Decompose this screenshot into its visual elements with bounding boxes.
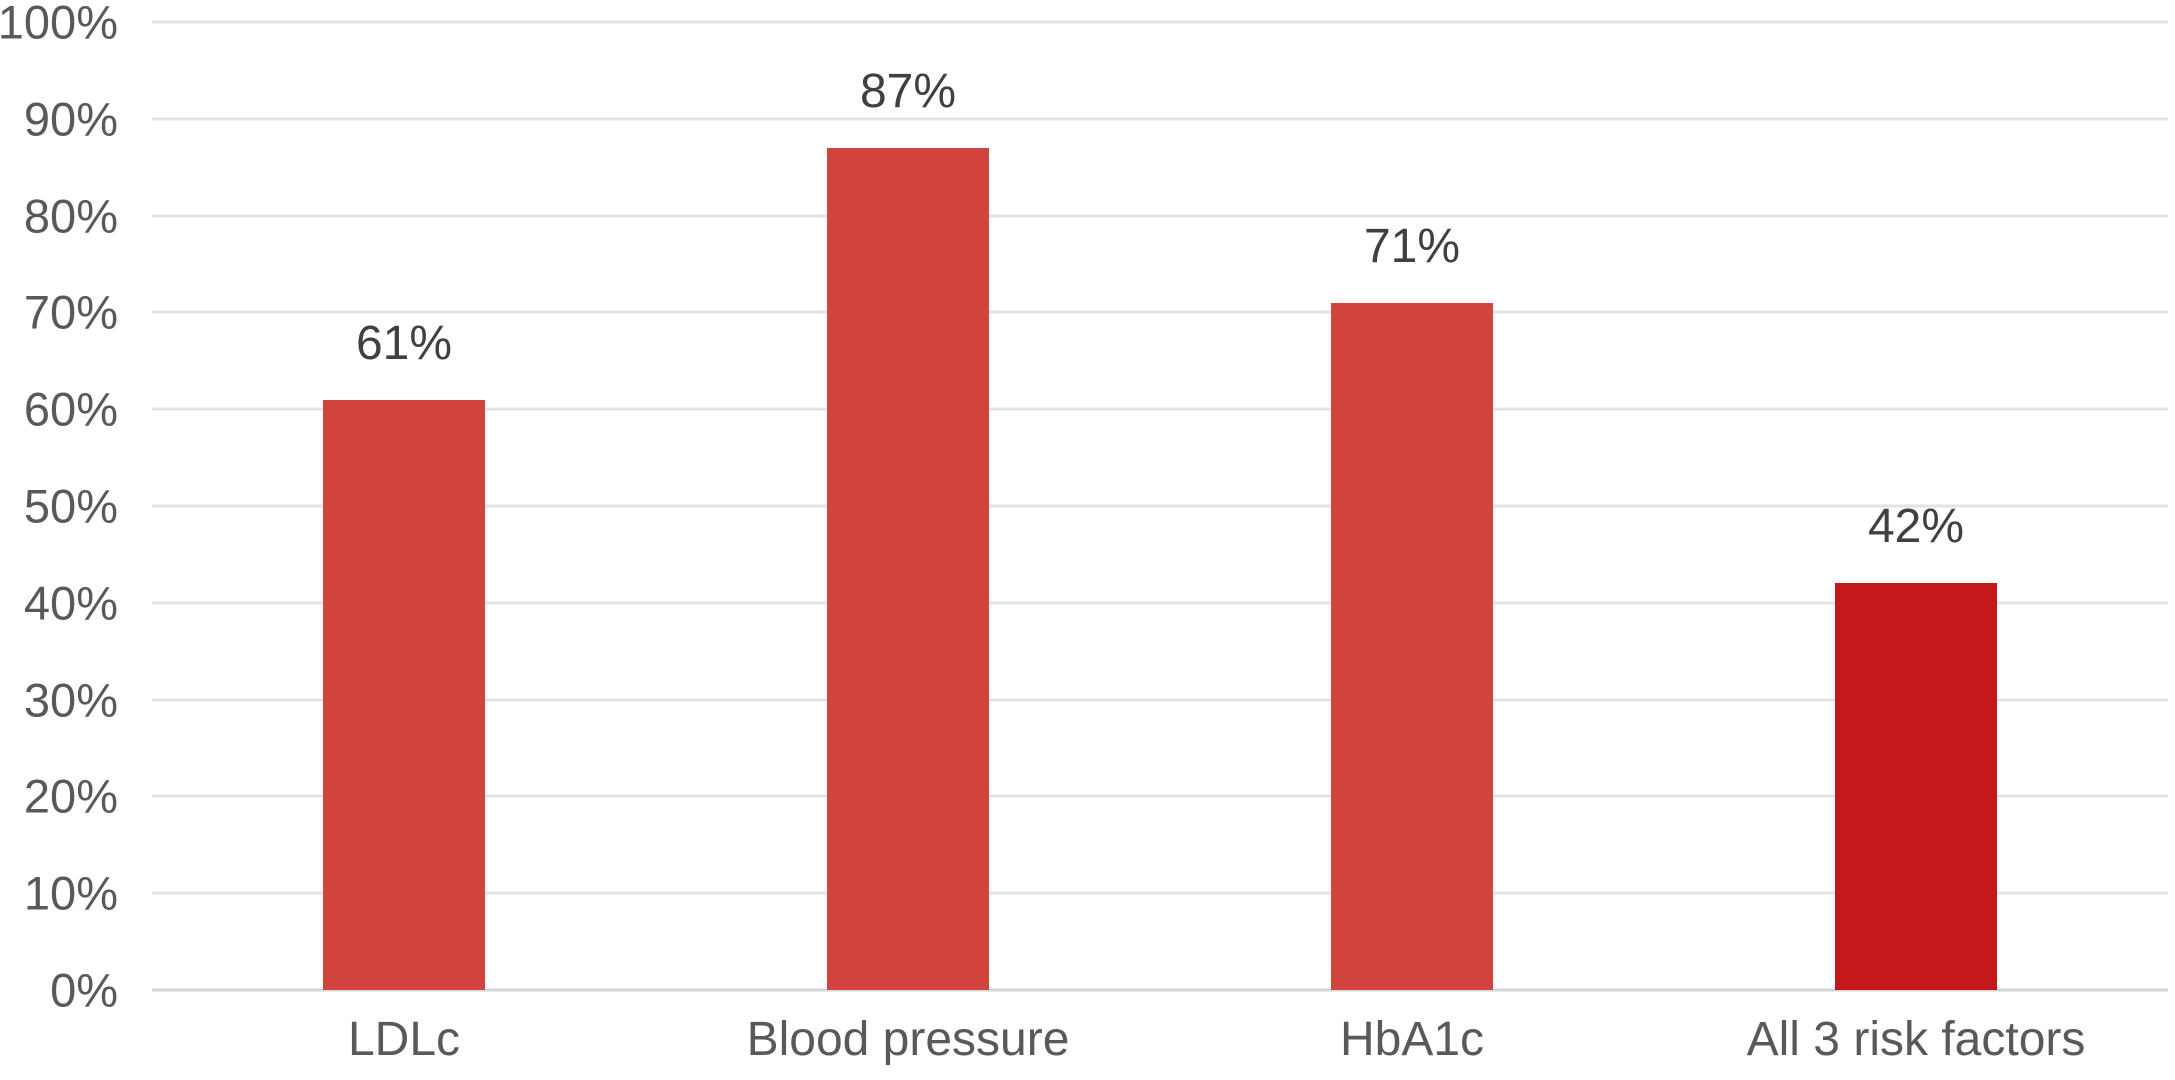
bar-value-label: 71%	[1363, 219, 1461, 273]
bar-value-label: 42%	[1867, 500, 1965, 554]
bar-slot: 61%	[152, 22, 656, 990]
gridline	[152, 698, 2168, 702]
bar-value-label: 87%	[859, 64, 957, 118]
bar-slot: 71%	[1160, 22, 1664, 990]
x-tick-label: Blood pressure	[746, 1013, 1070, 1066]
x-axis: LDLc Blood pressure HbA1c All 3 risk factor…	[152, 1012, 2168, 1072]
bar-value-label: 61%	[355, 316, 453, 370]
gridline	[152, 407, 2168, 411]
gridline	[152, 214, 2168, 218]
bar	[1331, 302, 1493, 990]
gridline	[152, 310, 2168, 314]
gridline	[152, 504, 2168, 508]
y-tick-label: 40%	[23, 576, 118, 630]
bar	[1835, 583, 1997, 990]
plot-area: 61% 87% 71% 42%	[152, 20, 2168, 992]
gridline	[152, 794, 2168, 798]
y-tick-label: 70%	[23, 285, 118, 339]
gridline	[152, 601, 2168, 605]
gridline	[152, 20, 2168, 24]
y-tick-label: 90%	[23, 92, 118, 146]
bar-slot: 42%	[1664, 22, 2168, 990]
x-tick-label: All 3 risk factors	[1746, 1013, 2086, 1066]
y-axis: 0% 10% 20% 30% 40% 50% 60% 70% 80% 90% 100%	[0, 0, 118, 1014]
y-tick-label: 80%	[23, 189, 118, 243]
x-tick-label: HbA1c	[1339, 1013, 1485, 1066]
gridline	[152, 117, 2168, 121]
bar-slot: 87%	[656, 22, 1160, 990]
y-tick-label: 50%	[23, 479, 118, 533]
bar	[827, 147, 989, 990]
gridline	[152, 891, 2168, 895]
y-tick-label: 30%	[23, 673, 118, 727]
y-tick-label: 100%	[0, 0, 118, 49]
gridline	[152, 988, 2168, 992]
y-tick-label: 10%	[23, 866, 118, 920]
y-tick-label: 60%	[23, 382, 118, 436]
x-tick-label: LDLc	[347, 1013, 461, 1066]
y-tick-label: 0%	[50, 963, 118, 1017]
bar	[323, 399, 485, 990]
y-tick-label: 20%	[23, 769, 118, 823]
